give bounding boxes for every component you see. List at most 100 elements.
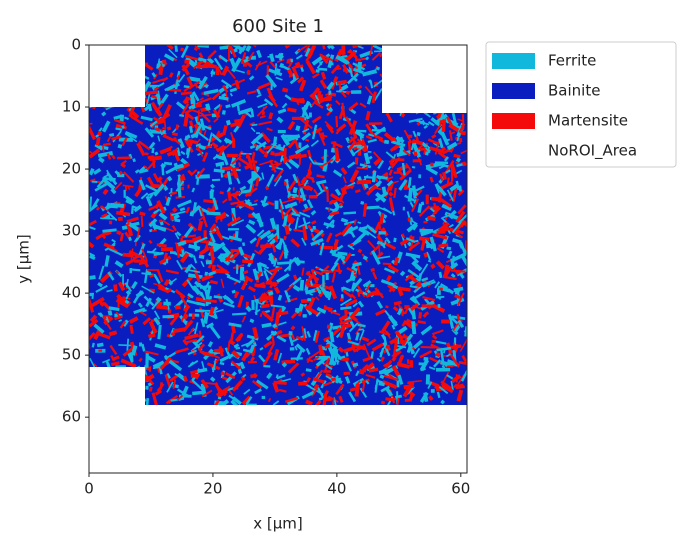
phase-grain [234, 79, 241, 90]
phase-grain [95, 395, 103, 401]
phase-grain [111, 135, 122, 141]
phase-grain [352, 45, 363, 49]
phase-grain [110, 103, 115, 106]
phase-grain [220, 79, 233, 88]
phase-grain [115, 270, 120, 275]
phase-grain [305, 174, 315, 181]
phase-grain [212, 197, 219, 211]
phase-grain [165, 288, 172, 294]
phase-grain [120, 159, 128, 166]
phase-grain [413, 97, 423, 105]
phase-grain [252, 268, 259, 281]
phase-grain [448, 130, 453, 141]
phase-grain [411, 166, 416, 169]
phase-grain [419, 228, 434, 233]
phase-grain [93, 323, 105, 334]
phase-grain [89, 378, 95, 385]
phase-grain [439, 173, 444, 182]
phase-grain [198, 330, 202, 338]
phase-grain [363, 162, 369, 168]
phase-grain [340, 297, 352, 307]
phase-grain [425, 151, 429, 156]
phase-grain [437, 303, 441, 308]
phase-grain [427, 381, 433, 389]
phase-grain [200, 291, 206, 301]
phase-grain [270, 304, 284, 308]
phase-grain [263, 365, 271, 368]
phase-grain [156, 383, 165, 392]
phase-grain [91, 71, 97, 78]
phase-grain [111, 238, 116, 243]
phase-grain [139, 311, 147, 317]
phase-grain [198, 113, 212, 117]
phase-grain [218, 95, 229, 101]
phase-grain [220, 371, 226, 376]
phase-grain [232, 187, 235, 191]
phase-grain [256, 88, 261, 95]
phase-grain [225, 296, 235, 305]
phase-grain [220, 253, 227, 257]
phase-grain [267, 266, 283, 274]
phase-grain [153, 282, 158, 286]
phase-grain [103, 142, 111, 147]
phase-grain [323, 357, 331, 366]
phase-grain [98, 332, 111, 340]
phase-grain [153, 208, 161, 215]
phase-grain [359, 368, 367, 373]
phase-grain [298, 381, 308, 386]
phase-grain [388, 191, 394, 197]
phase-grain [231, 349, 241, 359]
phase-grain [373, 78, 385, 88]
phase-grain [197, 109, 200, 123]
phase-grain [267, 55, 274, 58]
phase-grain [151, 298, 162, 310]
phase-grain [287, 195, 293, 200]
phase-grain [424, 78, 429, 83]
phase-grain [221, 110, 226, 115]
phase-grain [194, 116, 201, 126]
phase-grain [102, 188, 109, 196]
phase-grain [356, 339, 362, 353]
phase-grain [89, 331, 96, 343]
phase-grain [140, 215, 144, 228]
phase-grain [165, 196, 172, 206]
phase-grain [421, 67, 433, 80]
phase-grain [361, 336, 370, 343]
phase-grain [229, 92, 233, 97]
phase-grain [194, 123, 203, 137]
phase-grain [103, 389, 116, 399]
phase-grain [117, 281, 126, 292]
phase-grain [262, 353, 272, 366]
phase-grain [213, 312, 218, 320]
phase-grain [154, 343, 167, 350]
phase-grain [212, 155, 217, 160]
phase-grain [332, 268, 343, 273]
phase-grain [411, 321, 417, 335]
phase-grain [294, 61, 301, 67]
phase-grain [444, 74, 450, 80]
phase-grain [103, 392, 113, 400]
phase-grain [390, 104, 403, 112]
phase-grain [108, 178, 113, 183]
phase-grain [209, 351, 218, 354]
phase-grain [365, 380, 370, 385]
phase-grain [156, 304, 169, 310]
phase-grain [276, 310, 289, 316]
phase-grain [374, 384, 378, 390]
phase-grain [288, 152, 302, 160]
phase-grain [397, 286, 411, 292]
phase-grain [89, 203, 98, 215]
phase-grain [134, 374, 140, 377]
phase-grain [229, 131, 236, 143]
phase-grain [218, 54, 229, 63]
phase-grain [245, 403, 257, 405]
phase-grain [292, 173, 299, 184]
phase-grain [396, 308, 403, 316]
phase-grain [116, 380, 130, 386]
phase-grain [304, 138, 310, 142]
phase-grain [442, 349, 446, 354]
phase-grain [313, 384, 320, 395]
phase-grain [464, 326, 467, 337]
phase-grain [124, 132, 138, 143]
